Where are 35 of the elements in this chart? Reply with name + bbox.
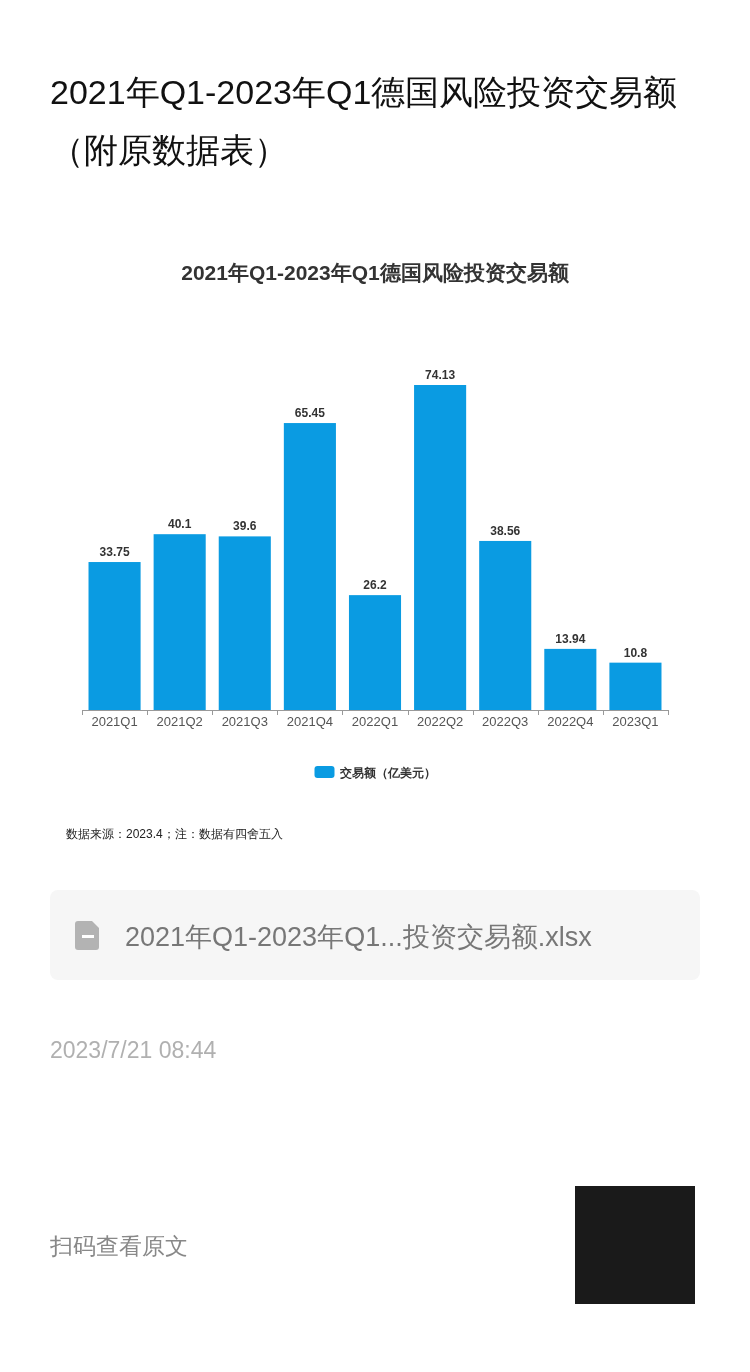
bar [283,423,336,710]
data-label: 33.75 [99,545,130,560]
x-tick-label: 2022Q1 [351,714,399,729]
data-label: 74.13 [425,368,456,382]
x-tick-label: 2023Q1 [612,714,659,729]
bar [479,540,532,710]
text: 2023/7/21 08:44 [50,1037,217,1063]
data-label: 40.1 [167,517,192,532]
x-tick-label: 2021Q1 [91,714,138,729]
text: 2021年Q1-2023年Q1德国风险投资交易额（附原数据表） [50,73,678,169]
data-label: 38.56 [490,523,521,538]
x-tick-label: 2021Q3 [221,714,268,729]
x-tick-label: 2021Q4 [286,714,334,729]
data-label: 13.94 [555,631,586,646]
bar [544,648,597,710]
source-note: 数据来源：2023.4；注：数据有四舍五入 [66,827,283,841]
x-tick-label: 2021Q2 [156,714,203,729]
text: 扫码查看原文 [49,1233,188,1259]
x-tick-label: 2022Q4 [547,714,594,729]
data-label: 10.8 [623,645,648,660]
chart-title: 2021年Q1-2023年Q1德国风险投资交易额 [181,261,570,284]
text: 2021年Q1-2023年Q1...投资交易额.xlsx [125,922,593,952]
legend-label: 交易额（亿美元） [338,765,436,780]
bar [414,385,467,710]
data-label: 65.45 [294,406,326,421]
x-tick-label: 2022Q3 [482,714,529,729]
data-label: 39.6 [233,519,257,534]
bar [348,595,402,710]
data-label: 26.2 [363,578,387,593]
x-tick-label: 2022Q2 [416,714,464,729]
legend: 交易额（亿美元） [314,765,436,780]
bar [88,562,141,710]
bar [609,662,662,710]
bar [153,534,206,710]
bar [218,536,271,710]
